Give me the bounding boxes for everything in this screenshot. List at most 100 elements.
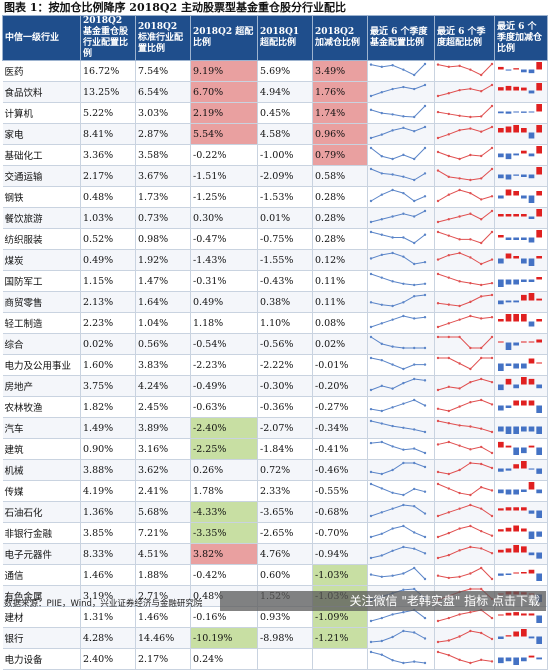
spark-over-cell	[434, 249, 495, 271]
spark-alloc-cell	[367, 627, 435, 649]
spark-alloc-point-1	[380, 155, 383, 158]
overweight-q2-cell: 0.24%	[190, 648, 258, 670]
spark-over-point-3	[469, 256, 472, 259]
spark-alloc-point-1	[380, 218, 383, 221]
spark-change-bar-4	[528, 321, 535, 327]
spark-alloc-point-3	[402, 611, 405, 614]
spark-change-bar-0	[498, 441, 504, 448]
spark-over-line	[437, 105, 493, 118]
spark-alloc-point-5	[423, 552, 427, 555]
std-alloc-cell: 0.73%	[135, 207, 191, 229]
fund-alloc-cell: 0.02%	[80, 333, 136, 355]
overweight-q2-cell: -0.63%	[190, 396, 258, 418]
spark-alloc-point-3	[402, 85, 405, 89]
spark-over-point-2	[458, 635, 461, 638]
spark-change-bar-0	[498, 235, 504, 238]
overweight-q2-cell: -0.49%	[190, 375, 258, 397]
spark-over-point-2	[458, 335, 461, 339]
spark-over-point-5	[490, 451, 494, 455]
spark-over-point-1	[447, 65, 450, 69]
spark-change-bar-1	[505, 635, 512, 637]
spark-change-bar-3	[521, 657, 527, 662]
spark-over-cell	[434, 501, 495, 523]
spark-alloc-line	[370, 126, 426, 139]
spark-change-bar-4	[528, 279, 535, 282]
spark-over-line	[437, 420, 493, 433]
spark-over-point-4	[480, 130, 483, 133]
spark-over-point-5	[490, 403, 494, 406]
overweight-q1-cell: -1.84%	[257, 438, 313, 460]
spark-alloc-point-1	[380, 511, 383, 514]
spark-alloc-line	[370, 525, 426, 538]
spark-alloc-cell	[367, 81, 435, 103]
spark-over-point-3	[469, 153, 472, 157]
spark-over-line	[437, 189, 493, 202]
spark-over-point-4	[480, 445, 483, 449]
spark-alloc-point-1	[380, 409, 383, 413]
spark-over-point-4	[480, 262, 483, 266]
spark-over	[436, 356, 494, 371]
overweight-q2-cell: -2.40%	[190, 417, 258, 439]
spark-over-point-2	[458, 280, 461, 283]
spark-over-line	[437, 525, 493, 538]
spark-over-point-3	[469, 661, 472, 665]
spark-alloc-point-5	[423, 83, 427, 87]
spark-alloc-point-1	[380, 359, 383, 362]
spark-over-point-1	[447, 92, 450, 95]
spark-change	[498, 62, 542, 74]
spark-change	[498, 545, 542, 559]
fund-alloc-cell: 0.48%	[80, 186, 136, 208]
spark-change-bar-4	[528, 400, 535, 406]
spark-change-cell	[494, 81, 548, 103]
industry-cell: 国防军工	[2, 270, 81, 292]
spark-alloc-point-4	[413, 317, 416, 320]
spark-change-bar-0	[498, 489, 504, 494]
spark-alloc-point-3	[402, 448, 405, 451]
spark-change-bar-5	[536, 230, 542, 238]
overweight-q2-cell: 3.82%	[190, 543, 258, 565]
spark-change	[498, 293, 542, 305]
spark-alloc	[369, 629, 427, 644]
spark-over-point-4	[480, 529, 483, 533]
change-cell: -0.27%	[312, 396, 368, 418]
std-alloc-cell: 3.03%	[135, 102, 191, 124]
std-alloc-cell: 7.54%	[135, 60, 191, 82]
spark-over-cell	[434, 417, 495, 439]
overweight-q2-cell: -2.25%	[190, 438, 258, 460]
spark-change-bar-1	[505, 489, 512, 495]
spark-change-bar-0	[498, 214, 504, 217]
spark-over	[436, 293, 494, 308]
spark-alloc-line	[370, 189, 426, 202]
spark-change-bar-4	[528, 510, 535, 514]
spark-alloc-point-4	[413, 363, 416, 366]
spark-change	[498, 358, 542, 371]
spark-over-point-2	[458, 405, 461, 408]
spark-alloc-point-2	[391, 318, 394, 321]
spark-over-point-0	[436, 482, 440, 486]
fund-alloc-cell: 1.49%	[80, 417, 136, 439]
spark-over-cell	[434, 123, 495, 145]
spark-change-bar-0	[498, 258, 504, 264]
spark-alloc-point-0	[369, 535, 373, 539]
spark-change-bar-0	[498, 111, 504, 114]
std-alloc-cell: 2.87%	[135, 123, 191, 145]
change-cell: -0.55%	[312, 480, 368, 502]
spark-over-point-1	[447, 193, 450, 196]
spark-change-bar-2	[513, 507, 519, 511]
industry-cell: 家电	[2, 123, 81, 145]
spark-alloc	[369, 62, 427, 77]
spark-alloc-cell	[367, 312, 435, 334]
std-alloc-cell: 1.47%	[135, 270, 191, 292]
spark-change-bar-2	[513, 256, 519, 259]
fund-alloc-cell: 3.36%	[80, 144, 136, 166]
change-cell: -1.21%	[312, 627, 368, 649]
spark-change-bar-2	[513, 314, 519, 322]
spark-alloc-point-1	[380, 575, 383, 578]
table-row: 国防军工 1.15% 1.47% -0.31% -0.43% 0.11%	[2, 270, 548, 292]
spark-change-bar-4	[528, 258, 535, 266]
spark-over-point-2	[458, 575, 461, 578]
spark-over-point-0	[436, 272, 440, 276]
spark-alloc-point-1	[380, 653, 383, 656]
spark-over-point-5	[490, 577, 494, 581]
spark-alloc-point-4	[413, 115, 416, 119]
